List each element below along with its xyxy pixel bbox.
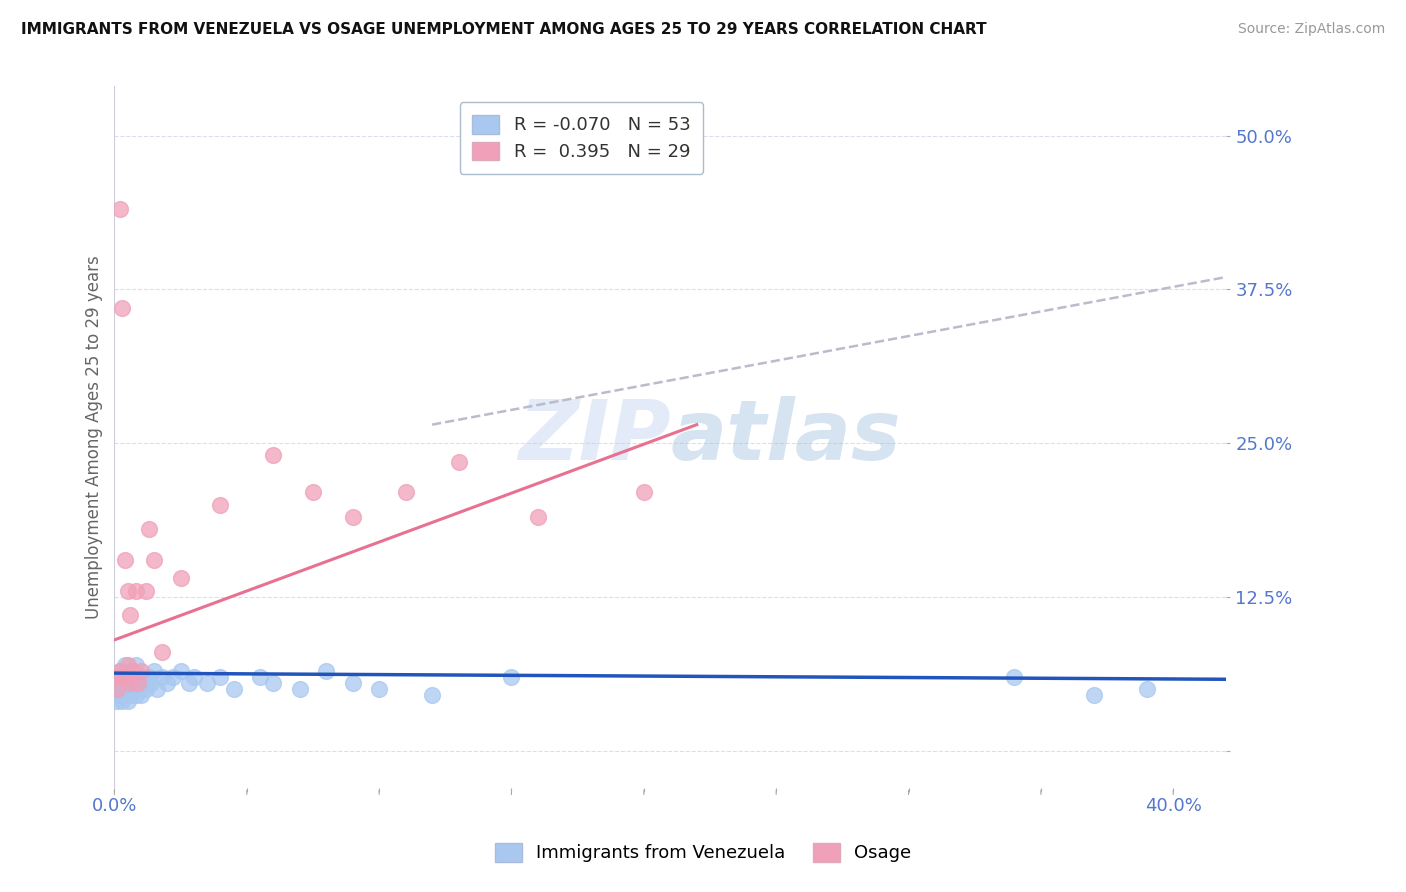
Point [156,676,179,690]
Point [124,583,146,598]
Point [103,670,125,684]
Point [105,694,128,708]
Point [143,553,166,567]
Point [124,657,146,672]
Point [315,664,337,678]
Point [145,682,167,697]
Point [342,509,364,524]
Point [124,688,146,702]
Point [108,664,131,678]
Point [209,670,232,684]
Point [527,509,550,524]
Point [169,664,191,678]
Point [117,682,139,697]
Point [420,688,443,702]
Point [162,670,184,684]
Point [117,694,139,708]
Point [183,670,205,684]
Point [117,670,139,684]
Point [127,670,149,684]
Point [394,485,416,500]
Point [129,688,152,702]
Point [129,664,152,678]
Point [169,571,191,585]
Point [105,682,128,697]
Point [114,553,136,567]
Point [135,583,157,598]
Text: IMMIGRANTS FROM VENEZUELA VS OSAGE UNEMPLOYMENT AMONG AGES 25 TO 29 YEARS CORREL: IMMIGRANTS FROM VENEZUELA VS OSAGE UNEMP… [21,22,987,37]
Point [1083,688,1105,702]
Point [143,664,166,678]
Point [103,682,125,697]
Point [120,676,142,690]
Point [120,664,142,678]
Point [132,670,155,684]
Point [120,676,142,690]
Point [177,676,200,690]
Point [129,676,152,690]
Point [117,657,139,672]
Point [108,688,131,702]
Legend: R = -0.070   N = 53, R =  0.395   N = 29: R = -0.070 N = 53, R = 0.395 N = 29 [460,103,703,174]
Text: atlas: atlas [671,396,901,477]
Point [222,682,245,697]
Point [342,676,364,690]
Point [138,670,160,684]
Point [1002,670,1025,684]
Point [120,608,142,623]
Point [114,676,136,690]
Point [105,670,128,684]
Point [127,676,149,690]
Point [447,454,470,468]
Point [249,670,271,684]
Point [124,676,146,690]
Y-axis label: Unemployment Among Ages 25 to 29 years: Unemployment Among Ages 25 to 29 years [86,255,103,619]
Point [195,676,218,690]
Point [150,670,173,684]
Point [111,694,134,708]
Point [117,583,139,598]
Point [262,676,284,690]
Point [111,301,134,315]
Point [122,670,145,684]
Point [120,688,142,702]
Text: ZIP: ZIP [517,396,671,477]
Point [501,670,523,684]
Text: Source: ZipAtlas.com: Source: ZipAtlas.com [1237,22,1385,37]
Point [302,485,325,500]
Point [368,682,391,697]
Point [262,449,284,463]
Point [111,670,134,684]
Point [209,498,232,512]
Point [138,522,160,536]
Point [114,657,136,672]
Point [122,682,145,697]
Point [141,676,163,690]
Point [150,645,173,659]
Legend: Immigrants from Venezuela, Osage: Immigrants from Venezuela, Osage [488,836,918,870]
Point [127,682,149,697]
Point [122,664,145,678]
Point [114,688,136,702]
Point [111,682,134,697]
Point [288,682,311,697]
Point [633,485,655,500]
Point [108,202,131,217]
Point [135,682,157,697]
Point [108,676,131,690]
Point [111,670,134,684]
Point [114,670,136,684]
Point [1136,682,1159,697]
Point [108,664,131,678]
